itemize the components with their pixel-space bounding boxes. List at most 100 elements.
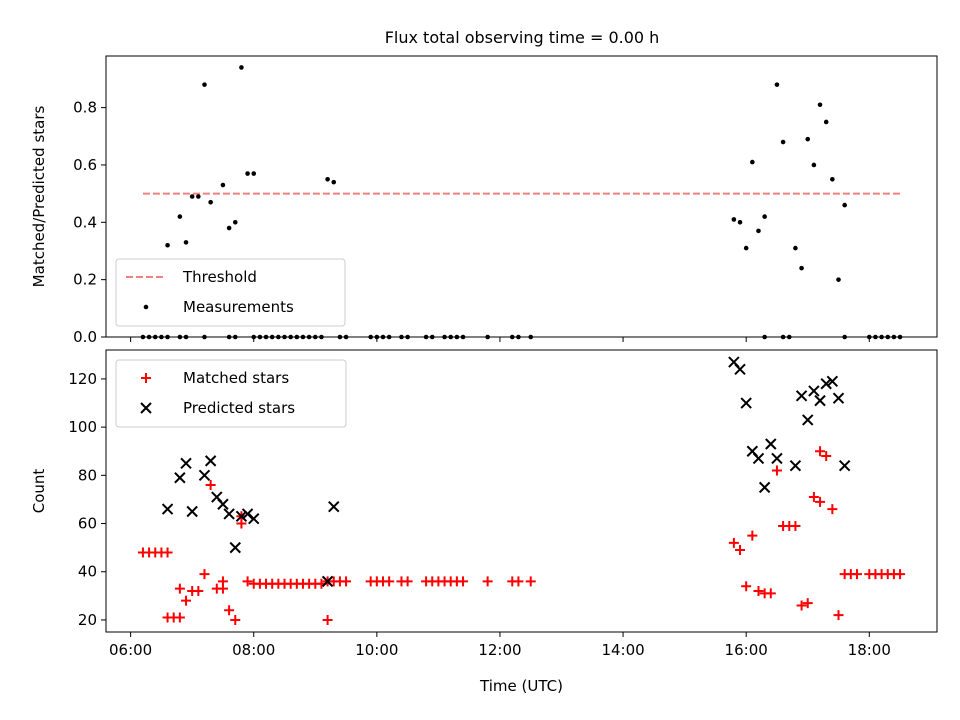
predicted-star-point <box>826 375 839 388</box>
matched-star-point <box>765 588 776 599</box>
measurement-point <box>799 265 804 271</box>
predicted-star-point <box>180 457 192 469</box>
predicted-star-point <box>789 459 802 472</box>
y-tick-label: 60 <box>78 515 97 533</box>
y-tick-label: 0.6 <box>73 156 97 174</box>
matched-star-point <box>827 504 838 515</box>
predicted-star-point <box>758 481 771 494</box>
predicted-star-point <box>795 390 808 402</box>
measurement-point <box>750 159 755 165</box>
predicted-star-point <box>802 414 814 426</box>
x-tick-label: 14:00 <box>601 641 644 659</box>
matched-star-point <box>402 576 413 587</box>
legend-measurement-swatch <box>143 304 149 310</box>
predicted-star-point <box>740 397 752 409</box>
matched-star-point <box>174 583 185 594</box>
predicted-star-point <box>832 392 845 404</box>
y-tick-label: 0.0 <box>73 328 97 346</box>
matched-star-point <box>728 537 739 548</box>
legend-label: Predicted stars <box>183 399 295 417</box>
predicted-star-point <box>186 505 198 518</box>
measurement-point <box>823 119 829 125</box>
matched-star-point <box>341 576 352 587</box>
measurement-point <box>737 220 743 225</box>
ratio-panel: 0.0 0.2 0.4 0.6 0.8 Matched/Predicted stars Th… <box>30 55 938 346</box>
matched-star-point <box>193 586 204 597</box>
predicted-star-point <box>321 575 334 588</box>
predicted-star-point <box>217 498 229 510</box>
matched-star-point <box>513 576 524 587</box>
matched-star-point <box>224 605 235 616</box>
matched-star-point <box>741 581 752 592</box>
measurement-point <box>731 217 737 222</box>
x-tick-label: 16:00 <box>725 641 768 659</box>
predicted-star-point <box>771 452 783 465</box>
axes-frame <box>105 349 938 633</box>
matched-star-point <box>181 595 192 606</box>
y-axis-label: Matched/Predicted stars <box>30 106 48 288</box>
measurement-point <box>762 214 767 219</box>
x-tick-label: 10:00 <box>355 641 398 659</box>
legend-label: Threshold <box>182 268 257 286</box>
matched-star-point <box>322 614 333 625</box>
matched-star-point <box>821 451 832 462</box>
predicted-star-point <box>248 513 260 525</box>
measurement-point <box>226 225 232 231</box>
measurement-point <box>208 199 213 205</box>
measurement-point <box>793 245 798 251</box>
measurement-point <box>251 171 257 176</box>
measurement-point <box>830 176 835 182</box>
matched-star-point <box>833 610 844 621</box>
predicted-star-point <box>814 394 826 407</box>
matched-star-point <box>735 545 746 556</box>
matched-star-point <box>205 479 216 490</box>
measurement-point <box>780 139 786 145</box>
predicted-star-point <box>198 469 211 482</box>
legend-box <box>115 258 346 327</box>
y-tick-label: 80 <box>78 466 97 484</box>
matched-star-point <box>815 496 826 507</box>
measurement-point <box>239 65 244 70</box>
predicted-star-point <box>838 459 851 472</box>
matched-star-point <box>796 600 807 611</box>
measurement-point <box>325 176 330 182</box>
predicted-star-point <box>734 363 746 375</box>
matched-star-point <box>230 614 241 625</box>
matched-star-point <box>174 612 185 623</box>
matched-star-point <box>747 530 758 541</box>
matched-star-point <box>482 576 493 587</box>
matched-star-point <box>808 492 819 503</box>
matched-star-point <box>802 598 813 609</box>
legend-predicted-swatch <box>140 402 152 414</box>
predicted-star-point <box>223 508 235 520</box>
x-tick-label: 06:00 <box>109 641 152 659</box>
measurement-point <box>196 194 201 199</box>
measurement-point <box>220 182 226 188</box>
y-tick-label: 0.8 <box>73 99 97 117</box>
matched-star-point <box>199 569 210 580</box>
measurement-point <box>842 202 847 208</box>
axes-frame <box>105 55 938 338</box>
measurement-point <box>165 242 170 248</box>
measurement-point <box>245 171 250 176</box>
legend-box <box>115 359 347 428</box>
y-tick-label: 20 <box>78 611 97 629</box>
measurement-point <box>811 162 817 168</box>
predicted-star-point <box>820 378 832 390</box>
matched-star-point <box>790 520 801 531</box>
predicted-star-point <box>752 452 765 465</box>
measurement-point <box>817 102 823 108</box>
legend-matched-swatch <box>141 373 151 383</box>
y-axis-label: Count <box>30 469 48 514</box>
measurement-point <box>331 179 337 185</box>
measurement-point <box>202 82 207 87</box>
measurement-point <box>774 82 780 87</box>
matched-star-point <box>851 569 862 580</box>
y-tick-label: 120 <box>68 370 97 388</box>
measurement-point <box>756 228 761 234</box>
measurement-point <box>183 240 189 245</box>
predicted-star-point <box>229 541 241 554</box>
predicted-star-point <box>174 472 186 484</box>
measurement-point <box>189 194 195 199</box>
